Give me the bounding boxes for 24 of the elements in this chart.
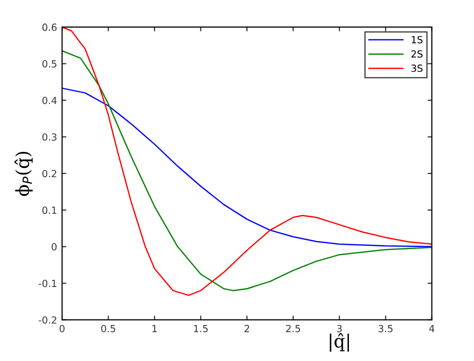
y-tick-label: 0.1 [42,206,56,214]
y-tick-label: 0.2 [42,170,56,178]
x-axis-title: |q̂| [330,333,349,352]
y-tick-label: -0.1 [38,280,56,288]
legend-label: 3S [411,64,423,72]
legend-label: 2S [411,50,423,58]
y-tick-label: 0.5 [42,60,56,68]
y-tick-label: 0.4 [42,96,57,104]
x-tick-label: 3.5 [378,324,392,332]
x-tick-label: 0 [60,324,65,332]
x-tick-label: 2.5 [286,324,300,332]
x-tick-label: 0.5 [101,324,116,332]
y-axis-title: ϕ$_{P}$(q̂) [14,152,33,196]
x-tick-label: 4 [429,325,434,332]
y-tick-label: -0.2 [38,316,56,324]
y-tick-label: 0 [52,243,57,250]
x-tick-label: 1 [152,325,157,332]
x-tick-label: 1.5 [194,325,208,332]
x-tick-label: 3 [337,324,342,332]
line-series [62,88,432,248]
x-tick-label: 2 [244,324,250,332]
legend-label: 1S [412,36,423,44]
y-tick-label: 0.3 [42,133,56,141]
y-tick-label: 0.6 [42,24,57,31]
